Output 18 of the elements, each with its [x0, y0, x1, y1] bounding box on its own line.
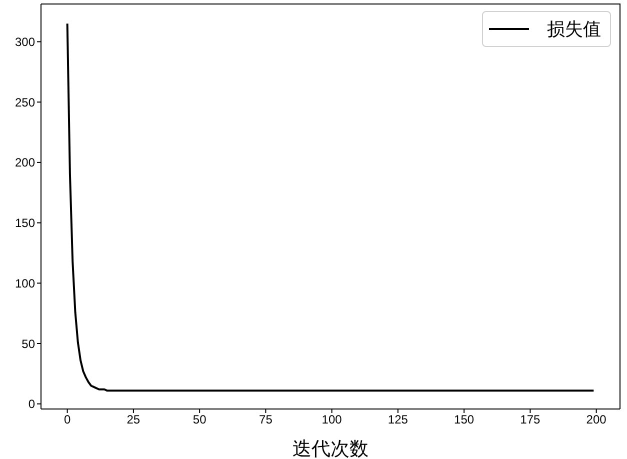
y-tick-label: 200	[14, 156, 36, 170]
y-tick-label: 250	[14, 95, 36, 110]
y-tick-label: 150	[14, 216, 36, 230]
x-tick-label: 100	[322, 412, 342, 427]
x-tick-label: 50	[192, 412, 207, 427]
x-axis-title: 迭代次数	[292, 439, 368, 459]
x-tick-label: 0	[64, 412, 71, 427]
y-tick-label: 300	[14, 34, 36, 49]
x-tick-label: 25	[126, 412, 140, 427]
y-tick-label: 50	[22, 336, 36, 351]
x-tick-label: 200	[586, 412, 607, 427]
x-tick-label: 150	[454, 412, 474, 427]
x-tick-label: 175	[520, 412, 541, 427]
y-tick-label: 0	[28, 397, 36, 412]
legend-label: 损失值	[547, 18, 601, 41]
x-tick-label: 75	[259, 412, 273, 427]
x-tick-label: 125	[388, 412, 408, 427]
y-tick-label: 100	[14, 276, 36, 290]
